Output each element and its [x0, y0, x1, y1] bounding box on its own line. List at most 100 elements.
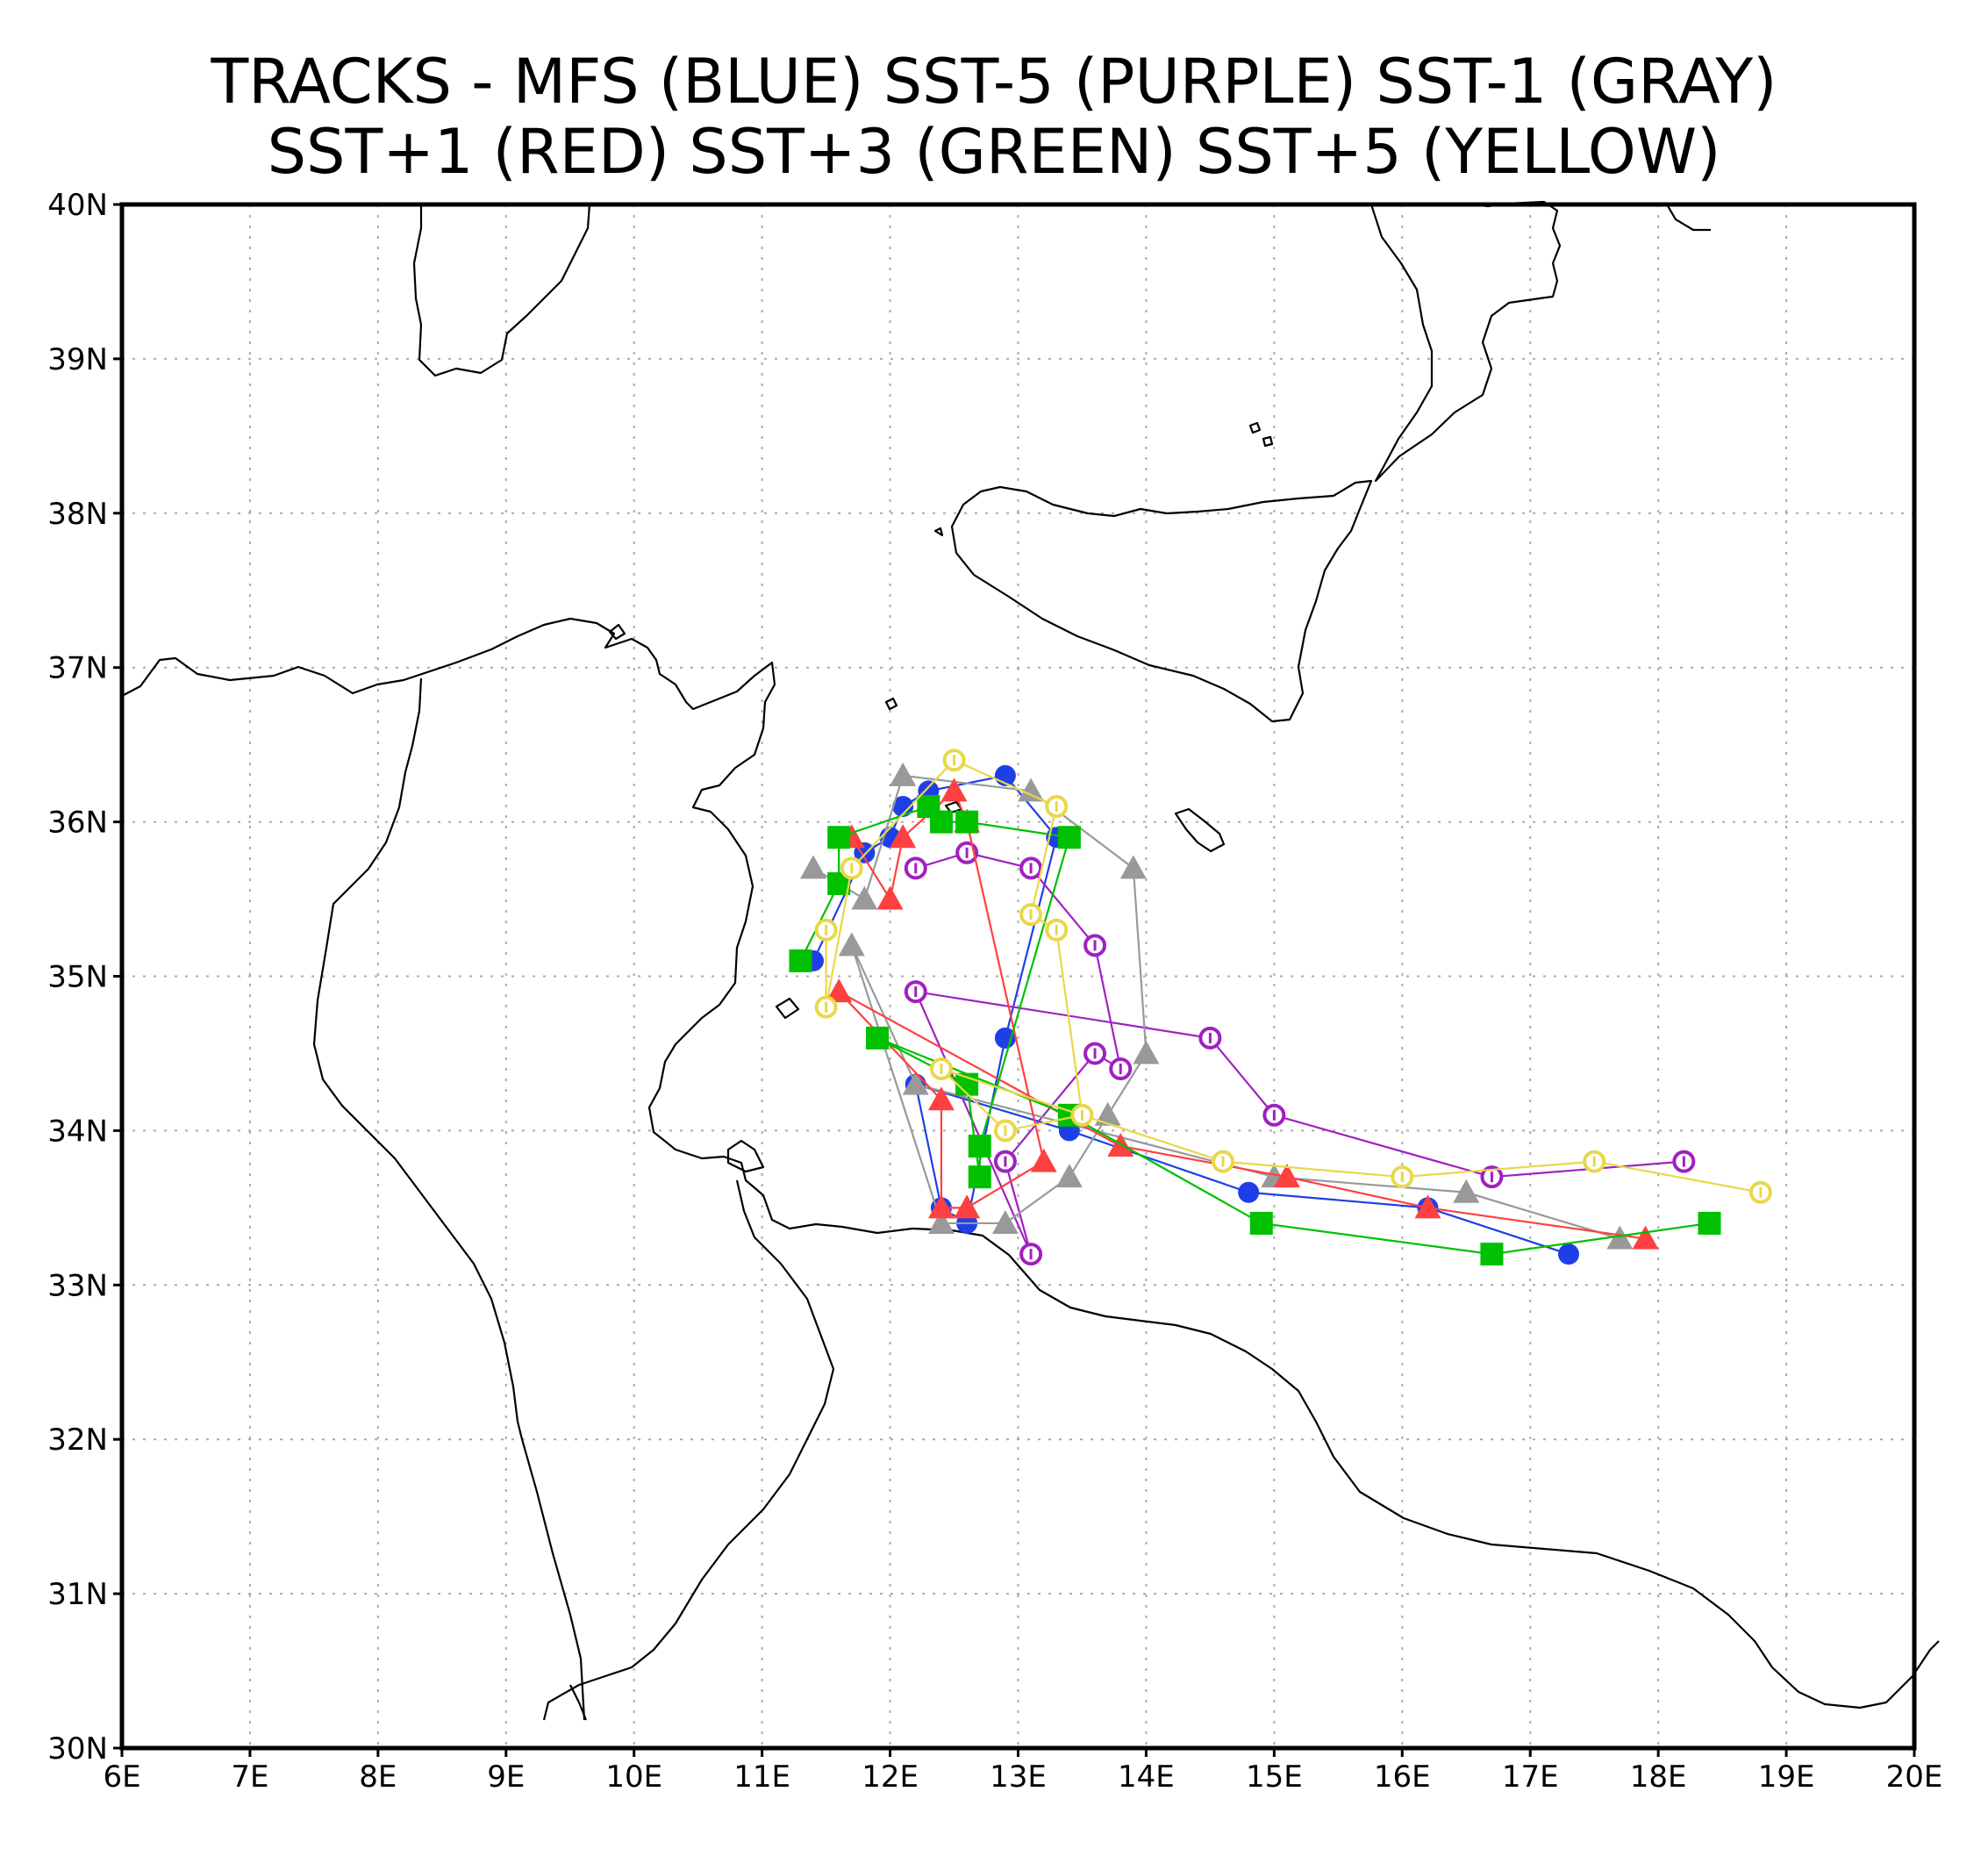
- track-point: [1262, 1103, 1286, 1127]
- track-point: [993, 1119, 1017, 1143]
- x-tick-label: 16E: [1374, 1759, 1431, 1795]
- track-point: [1198, 1026, 1222, 1050]
- y-tick-label: 36N: [47, 806, 108, 841]
- x-tick-label: 6E: [103, 1759, 140, 1795]
- track-line: [825, 758, 1762, 1193]
- track-point: [826, 978, 853, 1003]
- track-point: [1672, 1150, 1696, 1173]
- x-tick-label: 19E: [1758, 1759, 1815, 1795]
- track-point: [876, 885, 904, 910]
- y-tick-label: 37N: [47, 651, 108, 686]
- track-point: [1055, 1164, 1083, 1188]
- track-point: [1606, 1225, 1634, 1250]
- coastline-pantelleria: [884, 697, 898, 711]
- track-point: [1453, 1179, 1480, 1203]
- x-tick-label: 18E: [1630, 1759, 1687, 1795]
- track-point: [1019, 903, 1043, 927]
- track-point: [1083, 934, 1107, 957]
- track-point: [991, 1209, 1019, 1234]
- coastline-malta: [1174, 807, 1226, 853]
- coastlines: [121, 200, 1940, 1721]
- coastline-kerkennah: [775, 997, 800, 1020]
- coastline-egadi: [933, 527, 944, 537]
- track-point: [865, 1026, 889, 1050]
- track-point: [927, 1194, 955, 1219]
- track-point: [1094, 1101, 1121, 1126]
- track-sst-1-red: [826, 778, 1659, 1250]
- x-tick-label: 9E: [487, 1759, 525, 1795]
- track-sst-1-gray: [800, 762, 1634, 1250]
- y-tick-label: 40N: [47, 188, 108, 223]
- track-point: [955, 810, 979, 834]
- coastline-sardinia: [412, 204, 591, 377]
- track-point: [954, 1194, 981, 1219]
- track-line: [838, 789, 1646, 1240]
- track-point: [789, 949, 812, 972]
- coastline-djerba: [726, 1139, 765, 1173]
- track-point: [904, 856, 927, 880]
- x-tick-label: 8E: [359, 1759, 397, 1795]
- track-point: [1030, 1148, 1057, 1172]
- x-tick-labels: 6E 7E 8E 9E 10E 11E 12E 13E 14E 15E 16E 17E 18E 19E 20…: [103, 1748, 1942, 1795]
- x-tick-label: 17E: [1502, 1759, 1559, 1795]
- x-tick-label: 10E: [605, 1759, 662, 1795]
- coastline-aeolian: [1248, 421, 1274, 448]
- track-point: [800, 855, 827, 879]
- track-point: [838, 932, 865, 957]
- x-tick-label: 14E: [1118, 1759, 1175, 1795]
- track-point: [1045, 918, 1069, 942]
- track-point: [1211, 1150, 1234, 1173]
- track-point: [942, 749, 966, 772]
- coastline-sicily: [950, 479, 1373, 723]
- track-point: [1748, 1180, 1772, 1204]
- track-point: [1018, 778, 1045, 802]
- track-point: [1698, 1211, 1721, 1235]
- y-tick-label: 32N: [47, 1423, 108, 1458]
- track-point: [1480, 1165, 1504, 1189]
- track-point: [940, 778, 968, 802]
- track-point: [1480, 1243, 1504, 1266]
- track-point: [1414, 1194, 1441, 1219]
- track-point: [955, 841, 979, 864]
- track-point: [994, 1027, 1016, 1049]
- track-point: [1557, 1243, 1579, 1265]
- x-tick-label: 20E: [1886, 1759, 1943, 1795]
- track-point: [1057, 826, 1081, 849]
- track-point: [1273, 1164, 1300, 1188]
- track-point: [927, 1086, 955, 1111]
- x-tick-label: 11E: [733, 1759, 790, 1795]
- track-point: [814, 918, 838, 942]
- track-point: [1391, 1165, 1414, 1189]
- y-tick-label: 39N: [47, 342, 108, 377]
- y-tick-label: 30N: [47, 1731, 108, 1767]
- track-point: [1133, 1040, 1160, 1064]
- track-point: [1109, 1057, 1133, 1081]
- track-point: [927, 1209, 955, 1234]
- track-point: [929, 1057, 953, 1081]
- track-point: [890, 762, 917, 786]
- track-point: [892, 796, 914, 818]
- track-point: [1083, 1042, 1107, 1065]
- y-tick-label: 35N: [47, 960, 108, 995]
- border-algeria-tunisia: [312, 677, 586, 1721]
- track-point: [890, 824, 917, 849]
- track-sst-5-purple: [904, 841, 1696, 1266]
- track-point: [1019, 1243, 1043, 1266]
- border-tunisia-libya: [542, 1179, 835, 1721]
- track-point: [904, 980, 927, 1004]
- coastline-italy: [1369, 200, 1562, 483]
- coastline-galite: [608, 623, 626, 641]
- storm-tracks: [789, 749, 1772, 1266]
- x-tick-label: 12E: [862, 1759, 919, 1795]
- y-tick-label: 38N: [47, 497, 108, 532]
- track-point: [968, 1134, 991, 1157]
- track-point: [1249, 1211, 1273, 1235]
- track-point: [827, 826, 851, 849]
- track-point: [993, 1150, 1017, 1173]
- track-point: [814, 995, 838, 1019]
- track-point: [929, 810, 953, 834]
- track-point: [851, 885, 878, 910]
- track-point: [1019, 856, 1043, 880]
